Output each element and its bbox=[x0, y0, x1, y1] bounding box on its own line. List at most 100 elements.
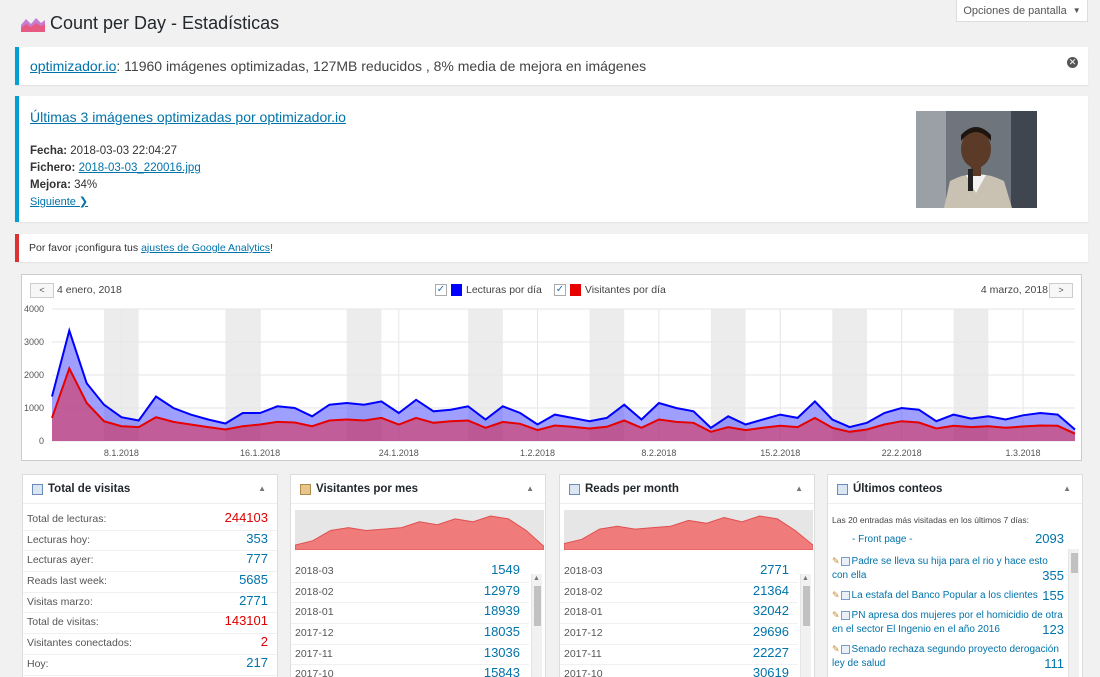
optimized-image-thumbnail[interactable] bbox=[916, 111, 1037, 208]
page-title-text: Count per Day - Estadísticas bbox=[50, 13, 280, 33]
row-label: 2017-10 bbox=[564, 668, 603, 677]
ultimos-list-item[interactable]: ✎ La estafa del Banco Popular a los clien… bbox=[828, 588, 1082, 603]
list-row: Lecturas hoy: 353 bbox=[23, 531, 277, 552]
page-title: Count per Day - Estadísticas bbox=[20, 13, 279, 34]
next-link[interactable]: Siguiente ❯ bbox=[30, 196, 89, 208]
row-label: 2017-11 bbox=[295, 647, 333, 660]
x-tick-label: 8.2.2018 bbox=[641, 448, 676, 458]
ultimos-list-item[interactable]: ✎ Senado rechaza segundo proyecto derogac… bbox=[828, 642, 1082, 671]
list-row: 2018-02 12979 bbox=[291, 583, 529, 604]
list-row: 2018-02 21364 bbox=[560, 583, 798, 604]
chart-start-date: 4 enero, 2018 bbox=[57, 284, 122, 296]
photo-placeholder bbox=[916, 111, 1037, 208]
optimizer-link[interactable]: optimizador.io bbox=[30, 58, 117, 74]
visitantes-checkbox[interactable]: ✓ bbox=[553, 284, 566, 296]
edit-pencil-icon[interactable]: ✎ bbox=[832, 590, 840, 600]
screen-options-button[interactable]: Opciones de pantalla ▼ bbox=[956, 0, 1088, 22]
row-value: 143101 bbox=[224, 613, 268, 629]
prev-period-button[interactable]: < bbox=[30, 283, 54, 298]
fichero-label: Fichero: bbox=[30, 162, 76, 174]
row-value: 29696 bbox=[752, 624, 789, 640]
scroll-up-icon[interactable]: ▲ bbox=[533, 575, 540, 582]
scrollbar[interactable]: ▲ bbox=[531, 574, 542, 677]
series-area bbox=[52, 330, 1075, 441]
row-label: Reads last week: bbox=[27, 575, 107, 588]
row-value: 15843 bbox=[483, 665, 520, 677]
user-icon bbox=[300, 483, 311, 495]
row-label: 2018-03 bbox=[295, 565, 334, 577]
list-row: Hoy: 217 bbox=[23, 655, 277, 676]
scroll-thumb[interactable] bbox=[803, 586, 810, 626]
list-row: Reads last week: 5685 bbox=[23, 572, 277, 593]
mejora-row: Mejora: 34% bbox=[30, 179, 97, 191]
row-label: 2018-01 bbox=[564, 606, 603, 619]
fichero-link[interactable]: 2018-03-03_220016.jpg bbox=[78, 162, 201, 174]
scroll-thumb[interactable] bbox=[1071, 553, 1078, 573]
post-title: PN apresa dos mujeres por el homicidio d… bbox=[832, 610, 1063, 635]
scrollbar[interactable] bbox=[1068, 549, 1079, 677]
calendar-icon bbox=[837, 483, 848, 495]
edit-pencil-icon[interactable]: ✎ bbox=[832, 644, 840, 654]
list-row: 2017-11 13036 bbox=[291, 645, 529, 666]
row-label: 2018-03 bbox=[564, 565, 603, 577]
scroll-up-icon[interactable]: ▲ bbox=[802, 575, 809, 582]
front-page-count: 2093 bbox=[1035, 531, 1064, 546]
ultimos-list-item[interactable]: ✎ Padre se lleva su hija para el rio y ha… bbox=[828, 554, 1082, 583]
next-period-button[interactable]: > bbox=[1049, 283, 1073, 298]
scroll-thumb[interactable] bbox=[534, 586, 541, 626]
x-tick-label: 24.1.2018 bbox=[379, 448, 419, 458]
widget-ultimos-conteos: Últimos conteos ▲ Las 20 entradas más vi… bbox=[827, 474, 1083, 677]
row-value: 2771 bbox=[760, 562, 789, 577]
series-line bbox=[51, 326, 1076, 431]
dismiss-icon[interactable]: ✕ bbox=[1067, 57, 1078, 68]
visitantes-legend-label: Visitantes por día bbox=[584, 284, 666, 296]
row-value: 12979 bbox=[483, 582, 520, 598]
lecturas-checkbox[interactable]: ✓ bbox=[435, 284, 447, 296]
list-row: 2018-01 18939 bbox=[291, 603, 529, 625]
widget-total-visitas: Total de visitas ▲ Total de lecturas: 244… bbox=[22, 474, 278, 677]
list-row: 2018-03 2771 bbox=[560, 562, 798, 583]
row-label: Total de lecturas: bbox=[27, 513, 107, 525]
optimizer-notice: optimizador.io: 11960 imágenes optimizad… bbox=[15, 47, 1088, 85]
post-icon bbox=[840, 644, 850, 654]
lecturas-legend-label: Lecturas por día bbox=[466, 284, 542, 296]
fecha-value: 2018-03-03 22:04:27 bbox=[70, 145, 178, 157]
row-label: 2018-02 bbox=[564, 585, 603, 598]
edit-pencil-icon[interactable]: ✎ bbox=[832, 556, 840, 566]
sparkline-area bbox=[564, 515, 813, 550]
collapse-toggle-icon[interactable]: ▲ bbox=[1063, 484, 1071, 493]
front-page-item[interactable]: - Front page - 2093 bbox=[828, 531, 1082, 549]
list-row: 2017-12 18035 bbox=[291, 624, 529, 645]
row-label: 2017-11 bbox=[564, 647, 602, 660]
row-value: 2 bbox=[260, 634, 268, 650]
row-label: 2017-10 bbox=[295, 668, 334, 677]
post-icon bbox=[840, 610, 850, 620]
ultimos-list-item[interactable]: ✎ PN apresa dos mujeres por el homicidio … bbox=[828, 608, 1082, 637]
widget-title: Total de visitas bbox=[48, 483, 131, 495]
mejora-label: Mejora: bbox=[30, 179, 71, 191]
pages-icon bbox=[569, 483, 580, 495]
post-icon bbox=[840, 590, 850, 600]
row-label: 2018-01 bbox=[295, 606, 334, 619]
collapse-toggle-icon[interactable]: ▲ bbox=[795, 484, 803, 493]
list-row: Visitantes conectados: 2 bbox=[23, 634, 277, 655]
list-row: 2017-12 29696 bbox=[560, 624, 798, 645]
reads-month-list: 2018-03 2771 2018-02 21364 2018-01 32042 2017-… bbox=[560, 562, 798, 677]
ga-settings-link[interactable]: ajustes de Google Analytics bbox=[141, 242, 271, 254]
edit-pencil-icon[interactable]: ✎ bbox=[832, 610, 840, 620]
x-tick-label: 1.2.2018 bbox=[520, 448, 555, 458]
row-value: 30619 bbox=[752, 665, 789, 677]
post-title: Padre se lleva su hija para el rio y hac… bbox=[832, 556, 1048, 581]
collapse-toggle-icon[interactable]: ▲ bbox=[526, 484, 534, 493]
post-count: 123 bbox=[1042, 622, 1064, 637]
collapse-toggle-icon[interactable]: ▲ bbox=[258, 484, 266, 493]
row-value: 13036 bbox=[483, 644, 520, 660]
scrollbar[interactable]: ▲ bbox=[800, 574, 811, 677]
list-row: 2017-11 22227 bbox=[560, 645, 798, 666]
row-value: 244103 bbox=[224, 510, 268, 525]
last-optimized-heading-link[interactable]: Últimas 3 imágenes optimizadas por optim… bbox=[30, 109, 346, 125]
front-page-label: - Front page - bbox=[852, 534, 913, 545]
row-value: 21364 bbox=[752, 582, 789, 598]
optimizer-summary: : 11960 imágenes optimizadas, 127MB redu… bbox=[116, 58, 647, 74]
chart-end-date: 4 marzo, 2018 bbox=[980, 284, 1048, 296]
